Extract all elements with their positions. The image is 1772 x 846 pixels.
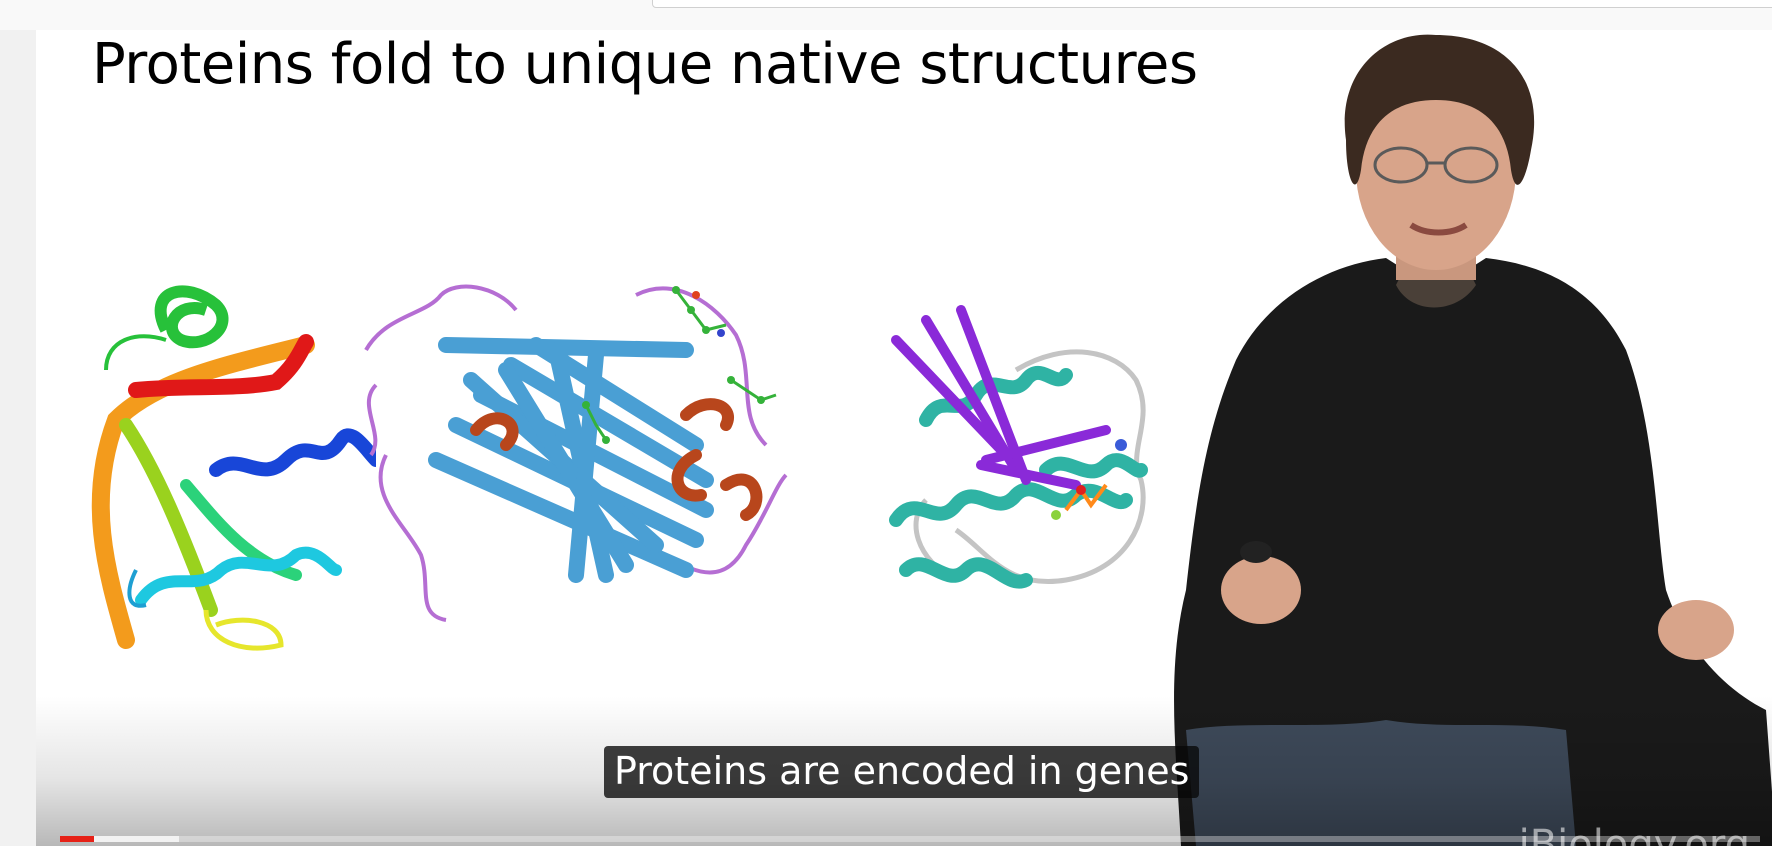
- progress-played: [60, 836, 94, 842]
- protein-structure-alpha-beta-image: [889, 305, 1148, 589]
- video-player[interactable]: Proteins fold to unique native structure…: [36, 30, 1772, 846]
- progress-buffered: [60, 836, 179, 842]
- watermark: iBiology.org: [1518, 822, 1750, 846]
- left-gutter: [0, 30, 36, 846]
- protein-structure-rainbow-image: [91, 285, 376, 651]
- presenter-image: [1174, 34, 1772, 846]
- search-input[interactable]: [652, 0, 1772, 8]
- slide-title: Proteins fold to unique native structure…: [92, 32, 1198, 97]
- progress-bar[interactable]: [60, 836, 1760, 842]
- protein-structure-beta-barrel-image: [364, 284, 788, 622]
- closed-caption: Proteins are encoded in genes: [604, 746, 1200, 798]
